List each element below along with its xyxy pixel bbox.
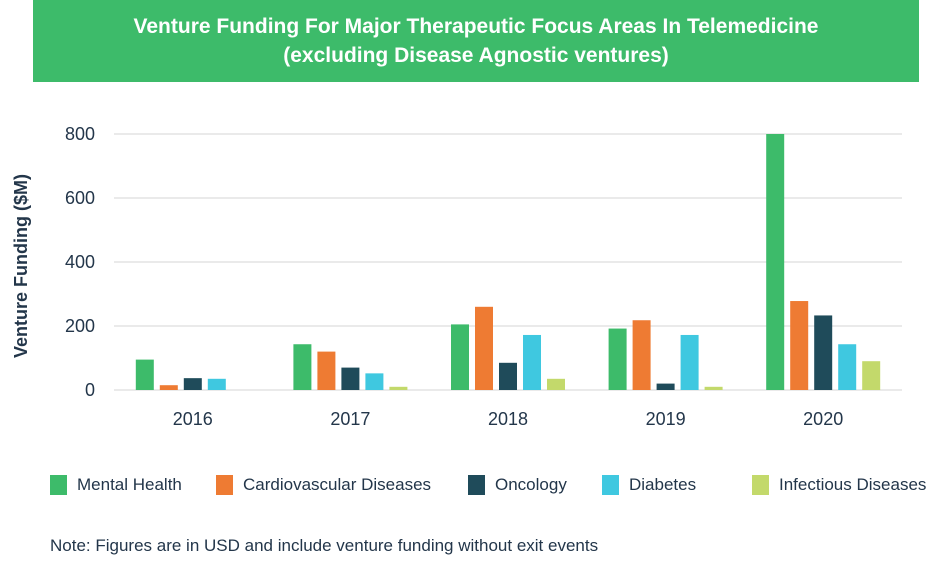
bar (632, 320, 651, 390)
bar (814, 315, 833, 390)
bar (838, 344, 857, 390)
y-tick-label: 800 (65, 124, 95, 144)
legend-swatch (50, 475, 67, 495)
bar (451, 324, 469, 390)
bar (135, 359, 154, 390)
bar (389, 386, 408, 390)
y-axis-label: Venture Funding ($M) (11, 174, 31, 358)
legend-item: Mental Health (50, 470, 182, 500)
legend-swatch (216, 475, 233, 495)
legend-swatch (468, 475, 485, 495)
bar (547, 378, 565, 390)
bar (183, 378, 202, 390)
footnote: Note: Figures are in USD and include ven… (50, 536, 599, 555)
x-tick-label: 2019 (646, 409, 686, 429)
bar (766, 134, 785, 390)
chart-legend: Mental Health Cardiovascular Diseases Onco… (50, 470, 930, 500)
bar (862, 361, 881, 390)
legend-swatch (752, 475, 769, 495)
chart-title-line-2: (excluding Disease Agnostic ventures) (283, 44, 669, 67)
legend-label: Infectious Diseases (779, 475, 927, 494)
bar (704, 386, 723, 390)
legend-label: Oncology (495, 475, 567, 494)
legend-label: Cardiovascular Diseases (243, 475, 432, 494)
y-tick-label: 0 (85, 380, 95, 400)
bar (499, 362, 517, 390)
bar (608, 328, 627, 390)
legend-label: Diabetes (629, 475, 697, 494)
bar (680, 334, 699, 390)
legend-item: Oncology (468, 470, 567, 500)
bar (523, 334, 541, 390)
bar (656, 383, 675, 390)
legend-item: Cardiovascular Diseases (216, 470, 431, 500)
x-tick-label: 2020 (803, 409, 843, 429)
x-tick-label: 2016 (173, 409, 213, 429)
y-tick-label: 400 (65, 252, 95, 272)
bar (317, 351, 336, 390)
y-tick-label: 200 (65, 316, 95, 336)
chart-title-line-1: Venture Funding For Major Therapeutic Fo… (133, 15, 819, 38)
bar (365, 373, 384, 390)
bar (293, 344, 312, 390)
bar (341, 367, 360, 390)
bar (159, 385, 178, 390)
bar (790, 301, 809, 390)
legend-item: Infectious Diseases (752, 470, 926, 500)
legend-label: Mental Health (77, 475, 182, 494)
bar (207, 378, 226, 390)
x-tick-label: 2017 (330, 409, 370, 429)
y-tick-label: 600 (65, 188, 95, 208)
chart-title-banner: Venture Funding For Major Therapeutic Fo… (33, 0, 919, 82)
x-tick-label: 2018 (488, 409, 528, 429)
bar-chart: 0 200 400 600 800 Venture Funding ($M) 2016 201… (11, 124, 902, 429)
bar (475, 306, 493, 390)
legend-swatch (602, 475, 619, 495)
legend-item: Diabetes (602, 470, 696, 500)
